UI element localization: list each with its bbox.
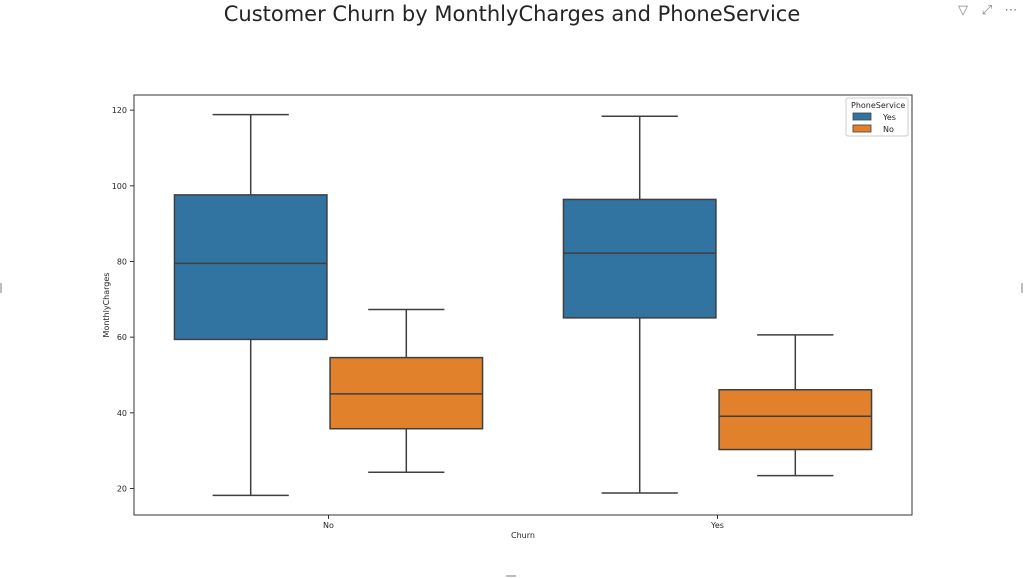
y-tick-label: 100	[112, 182, 127, 191]
box-series	[173, 113, 873, 497]
x-tick-label: No	[323, 521, 334, 530]
box-yes-yes-iqr	[562, 198, 717, 319]
visual-header-toolbar: ▽ ⤢ ⋯	[956, 2, 1018, 18]
chart-title: Customer Churn by MonthlyCharges and Pho…	[223, 2, 801, 26]
y-tick-label: 40	[117, 409, 127, 418]
y-tick-label: 20	[117, 485, 127, 494]
box-yes-no-iqr	[173, 194, 328, 341]
legend-label-no: No	[883, 125, 894, 134]
y-axis: 20 40 60 80 100 120	[112, 106, 134, 494]
resize-handle-bottom[interactable]	[506, 575, 516, 577]
y-tick-label: 60	[117, 333, 127, 342]
x-tick-label: Yes	[710, 521, 724, 530]
y-tick-label: 80	[117, 257, 127, 266]
plot-frame	[133, 94, 913, 516]
more-options-icon[interactable]: ⋯	[1004, 2, 1018, 18]
box-no-yes-iqr	[718, 389, 873, 451]
box-no-no-iqr	[329, 356, 484, 430]
x-axis-label: Churn	[511, 531, 535, 540]
y-tick-label: 120	[112, 106, 127, 115]
legend-label-yes: Yes	[882, 113, 896, 122]
legend-title: PhoneService	[851, 101, 905, 110]
legend-swatch-yes	[852, 112, 872, 121]
x-axis: No Yes	[323, 515, 724, 530]
resize-handle-right[interactable]	[1021, 283, 1023, 293]
y-axis-label: MonthlyCharges	[102, 273, 111, 338]
focus-mode-icon[interactable]: ⤢	[981, 2, 993, 18]
legend-swatch-no	[852, 124, 872, 133]
resize-handle-left[interactable]	[0, 283, 2, 293]
legend: PhoneService Yes No	[845, 97, 909, 137]
filter-icon[interactable]: ▽	[958, 2, 968, 18]
